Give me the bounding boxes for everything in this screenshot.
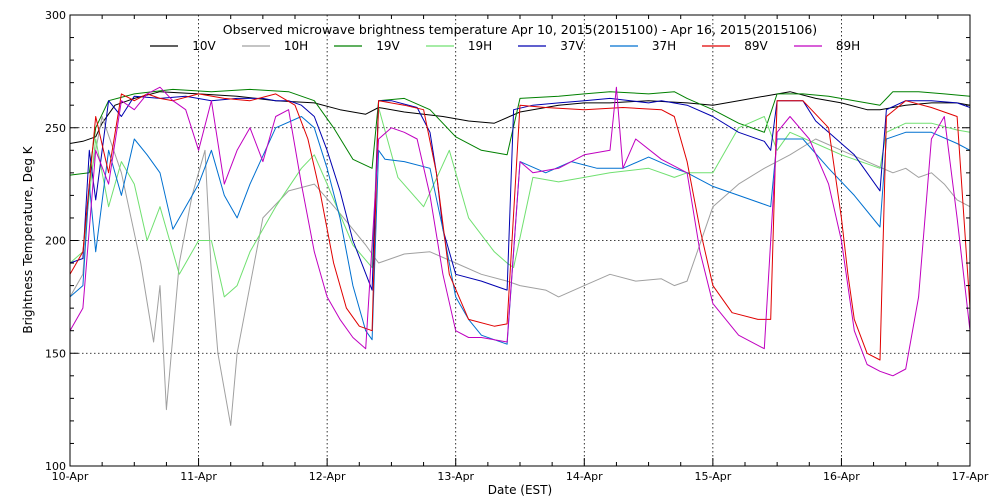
y-tick-label: 300	[45, 9, 66, 22]
x-tick-label: 11-Apr	[180, 470, 217, 483]
legend-label-19h: 19H	[468, 39, 492, 53]
y-tick-label: 150	[45, 347, 66, 360]
x-tick-label: 16-Apr	[823, 470, 860, 483]
series-line-19v	[69, 88, 971, 176]
series-line-37h	[69, 116, 971, 345]
series-line-89h	[69, 86, 971, 377]
y-tick-label: 100	[45, 460, 66, 473]
legend-label-37v: 37V	[560, 39, 584, 53]
series-line-19h	[69, 107, 971, 298]
chart-title: Observed microwave brightness temperatur…	[223, 22, 817, 37]
y-tick-label: 200	[45, 235, 66, 248]
x-tick-label: 10-Apr	[52, 470, 89, 483]
series-line-89v	[69, 93, 971, 361]
x-tick-label: 17-Apr	[952, 470, 989, 483]
x-tick-label: 15-Apr	[694, 470, 731, 483]
y-axis-label: Brightness Temperature, Deg K	[21, 145, 35, 333]
series-layer	[69, 86, 971, 426]
series-line-10h	[69, 116, 971, 426]
legend: 10V 10H 19V 19H 37V 37H 89V 89H	[150, 39, 860, 53]
legend-label-89v: 89V	[744, 39, 768, 53]
legend-label-10v: 10V	[192, 39, 216, 53]
x-tick-label: 13-Apr	[437, 470, 474, 483]
series-line-37v	[69, 95, 971, 291]
legend-label-19v: 19V	[376, 39, 400, 53]
series-line-10v	[69, 91, 971, 144]
legend-label-37h: 37H	[652, 39, 676, 53]
tick-layer: 100 150 200 250 300 10-Apr 11-Apr 12-Apr 13-Apr 1…	[45, 9, 989, 483]
legend-label-10h: 10H	[284, 39, 308, 53]
x-axis-label: Date (EST)	[488, 483, 552, 497]
legend-label-89h: 89H	[836, 39, 860, 53]
y-tick-label: 250	[45, 122, 66, 135]
x-tick-label: 12-Apr	[309, 470, 346, 483]
x-tick-label: 14-Apr	[566, 470, 603, 483]
